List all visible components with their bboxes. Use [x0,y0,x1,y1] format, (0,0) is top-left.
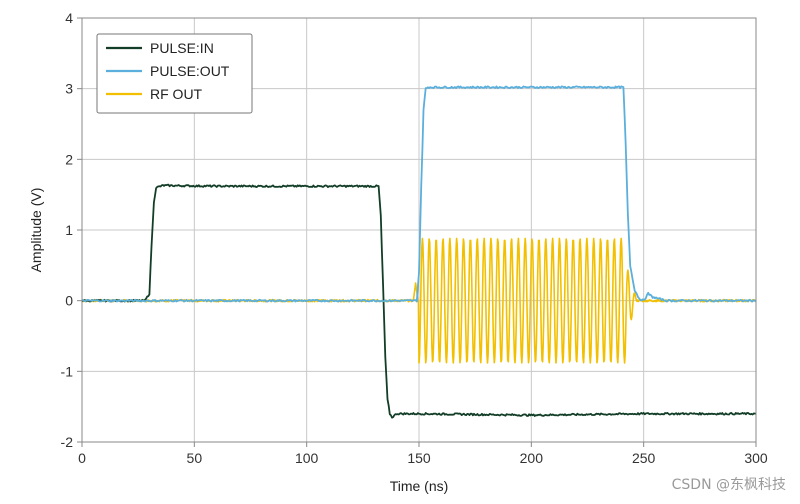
legend-label: PULSE:OUT [150,63,230,79]
series-line-pulse-out [82,85,757,303]
y-tick-label: 3 [65,81,73,97]
y-axis-title: Amplitude (V) [28,188,44,273]
x-tick-label: 300 [744,450,768,466]
x-tick-label: 50 [187,450,203,466]
x-axis-title: Time (ns) [390,478,449,494]
x-tick-label: 100 [295,450,319,466]
x-tick-label: 0 [78,450,86,466]
y-tick-label: 1 [65,222,73,238]
x-tick-label: 250 [632,450,656,466]
y-tick-label: 0 [65,293,73,309]
y-tick-label: -2 [61,434,74,450]
y-tick-label: 2 [65,151,73,167]
y-tick-label: -1 [61,363,74,379]
legend-label: RF OUT [150,86,203,102]
y-tick-label: 4 [65,10,73,26]
x-tick-label: 150 [407,450,431,466]
series-line-pulse-in [81,183,756,419]
watermark: CSDN @东枫科技 [671,477,786,493]
x-tick-label: 200 [520,450,544,466]
legend-label: PULSE:IN [150,40,214,56]
series-layer [81,85,757,419]
tick-layer: 0 50 100 150 200 250 300 -2 -1 0 1 2 3 4 [61,10,768,466]
legend: PULSE:IN PULSE:OUT RF OUT [96,33,253,114]
